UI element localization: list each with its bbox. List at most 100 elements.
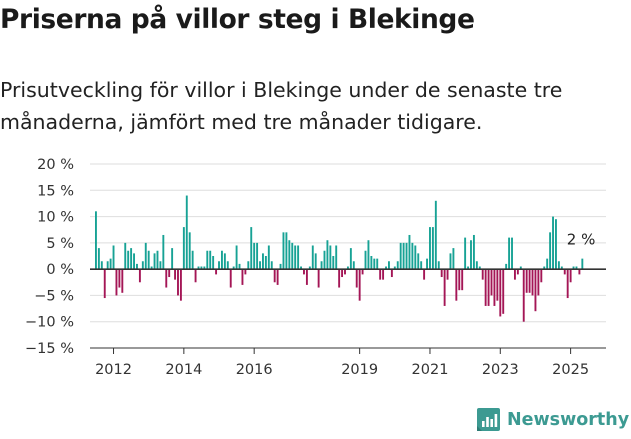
bar [484,269,487,306]
bar [300,266,302,270]
bar [332,256,335,270]
bar [215,269,218,275]
bar [581,258,584,270]
bar [399,242,402,270]
bar [103,269,106,299]
bar [232,266,235,270]
bar [209,250,212,270]
bar [472,234,475,270]
bar [426,258,428,270]
bar [97,248,100,270]
bar [449,253,452,270]
bar [320,261,323,270]
bar [323,250,326,270]
bar [203,266,206,270]
bar [452,248,455,270]
bar [478,266,481,270]
bar [540,269,543,283]
bar [297,245,300,270]
bar [273,269,276,283]
bar [162,234,165,270]
bar [555,219,557,270]
bar [511,237,513,270]
brand-logo[interactable]: Newsworthy [476,407,629,432]
bar [124,242,127,270]
bar [344,269,346,275]
bar [168,269,171,278]
y-tick-label: −15 % [25,341,74,357]
bar [519,266,522,270]
gridlines [90,163,606,349]
bar [95,211,97,270]
y-tick-label: 5 % [46,236,74,252]
bar [174,269,177,280]
bar [291,242,294,270]
bar [440,269,443,278]
bar [136,263,138,270]
bar [247,261,250,270]
last-value-label: 2 % [567,231,596,249]
x-tick-label: 2019 [341,362,378,378]
bar [569,269,572,283]
bar [235,245,238,270]
bar [130,248,133,270]
bar [264,256,267,270]
bar [434,200,437,270]
bar [153,253,156,270]
newsworthy-logo-icon [477,408,500,431]
bar [534,269,537,312]
bar [194,269,197,283]
bar [411,242,414,270]
bar [341,269,344,278]
bar [138,269,141,283]
bar [314,253,317,270]
bar [481,269,484,280]
bar [543,266,546,270]
x-tick-label: 2025 [552,362,589,378]
y-tick-label: 0 % [46,262,74,278]
bar [405,242,408,270]
bar [508,237,511,270]
bar [431,227,434,270]
x-axis: 2012 2014 2016 2019 2021 2023 2025 [90,268,606,378]
bar [121,269,124,293]
bar [220,250,223,270]
bar [229,269,232,288]
x-tick-label: 2023 [482,362,519,378]
bar [179,269,182,301]
bar [566,269,569,299]
bar [382,269,385,280]
bar [355,269,358,288]
bar [367,240,370,270]
x-tick-label: 2021 [412,362,449,378]
bar [303,269,305,275]
bar [352,261,355,270]
bar [572,266,575,270]
bar [464,237,467,270]
bar [276,269,279,285]
bar [335,245,338,270]
bar [549,232,552,270]
bar [106,261,109,270]
bar [402,242,405,270]
bar [188,232,191,270]
bar-chart: −15 %−10 %−5 %0 %5 %10 %15 %20 % 2012 201… [25,157,606,378]
bar [294,245,297,270]
x-tick-label: 2012 [95,362,132,378]
bar [329,245,332,270]
bar [226,261,229,270]
y-tick-label: 15 % [37,183,74,199]
bar [262,253,264,270]
bar [455,269,458,301]
bar [144,242,147,270]
bar [100,261,103,270]
bar [385,266,387,270]
bar [177,269,179,296]
bar [388,261,390,270]
bar [525,269,528,293]
bar [326,240,329,270]
bar [133,253,135,270]
bar [364,250,367,270]
brand-name: Newsworthy [507,409,630,430]
bar [379,269,382,280]
